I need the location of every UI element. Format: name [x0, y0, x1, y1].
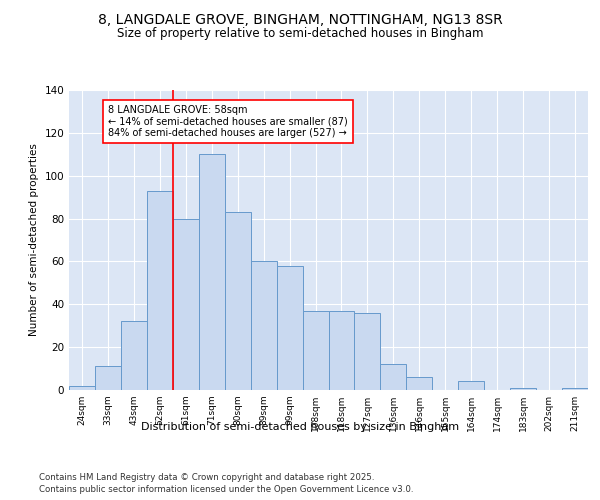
Bar: [562, 388, 588, 390]
Text: Contains HM Land Registry data © Crown copyright and database right 2025.: Contains HM Land Registry data © Crown c…: [39, 472, 374, 482]
Text: Distribution of semi-detached houses by size in Bingham: Distribution of semi-detached houses by …: [141, 422, 459, 432]
Bar: [173, 218, 199, 390]
Bar: [121, 322, 147, 390]
Text: Contains public sector information licensed under the Open Government Licence v3: Contains public sector information licen…: [39, 485, 413, 494]
Y-axis label: Number of semi-detached properties: Number of semi-detached properties: [29, 144, 39, 336]
Bar: [380, 364, 406, 390]
Bar: [95, 366, 121, 390]
Bar: [69, 386, 95, 390]
Bar: [510, 388, 536, 390]
Text: Size of property relative to semi-detached houses in Bingham: Size of property relative to semi-detach…: [117, 28, 483, 40]
Bar: [147, 190, 173, 390]
Bar: [199, 154, 224, 390]
Bar: [302, 310, 329, 390]
Bar: [406, 377, 432, 390]
Bar: [251, 262, 277, 390]
Bar: [355, 313, 380, 390]
Bar: [458, 382, 484, 390]
Text: 8 LANGDALE GROVE: 58sqm
← 14% of semi-detached houses are smaller (87)
84% of se: 8 LANGDALE GROVE: 58sqm ← 14% of semi-de…: [108, 105, 347, 138]
Bar: [225, 212, 251, 390]
Bar: [277, 266, 302, 390]
Bar: [329, 310, 355, 390]
Text: 8, LANGDALE GROVE, BINGHAM, NOTTINGHAM, NG13 8SR: 8, LANGDALE GROVE, BINGHAM, NOTTINGHAM, …: [98, 12, 502, 26]
